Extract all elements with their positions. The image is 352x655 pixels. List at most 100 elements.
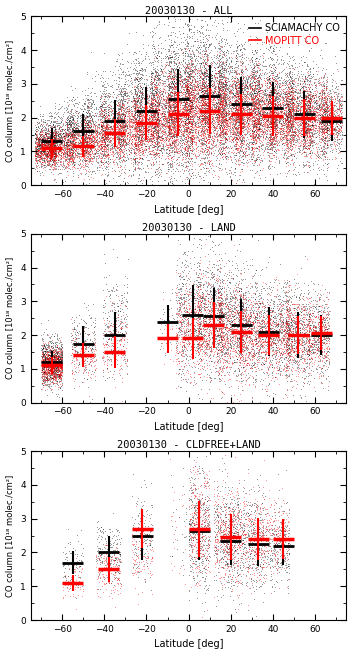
Point	[244, 140, 249, 151]
Point	[261, 305, 267, 315]
Point	[77, 107, 82, 117]
Point	[99, 133, 105, 143]
Point	[322, 352, 328, 362]
Point	[148, 116, 154, 126]
Point	[247, 111, 253, 122]
Point	[280, 87, 285, 98]
Point	[153, 136, 159, 146]
Point	[268, 121, 274, 131]
Point	[48, 141, 54, 152]
Point	[87, 121, 93, 131]
Point	[53, 350, 58, 360]
Point	[219, 108, 224, 119]
Point	[215, 264, 221, 274]
Point	[84, 100, 90, 111]
Point	[301, 321, 306, 331]
Point	[117, 335, 123, 345]
Point	[215, 354, 220, 364]
Point	[166, 122, 171, 132]
Point	[189, 123, 194, 134]
Point	[318, 318, 324, 328]
Point	[125, 117, 130, 127]
Point	[252, 547, 258, 557]
Point	[170, 88, 176, 98]
Point	[197, 277, 202, 288]
Point	[271, 72, 277, 83]
Point	[259, 81, 264, 91]
Point	[40, 348, 46, 359]
Point	[73, 353, 78, 364]
Point	[267, 45, 272, 56]
Point	[211, 166, 216, 176]
Point	[217, 305, 223, 315]
Point	[208, 45, 213, 55]
Point	[71, 128, 77, 139]
Point	[257, 141, 262, 152]
Point	[184, 104, 190, 115]
Point	[143, 506, 149, 516]
Point	[270, 106, 276, 117]
Point	[260, 119, 266, 129]
Point	[229, 129, 234, 140]
Point	[268, 305, 274, 315]
Point	[108, 103, 114, 114]
Point	[302, 328, 307, 339]
Point	[305, 280, 311, 290]
Point	[176, 367, 182, 378]
Point	[100, 119, 106, 130]
Point	[279, 544, 284, 554]
Point	[319, 86, 325, 97]
Point	[258, 540, 264, 550]
Point	[108, 578, 114, 589]
Point	[305, 96, 311, 106]
Point	[168, 27, 174, 37]
Point	[279, 109, 285, 120]
Point	[218, 315, 224, 326]
Point	[233, 84, 238, 95]
Point	[81, 155, 87, 165]
Point	[211, 339, 217, 350]
Point	[327, 358, 332, 368]
Point	[236, 145, 241, 156]
Point	[217, 70, 223, 81]
Point	[74, 147, 79, 157]
Point	[67, 136, 73, 146]
Point	[252, 311, 258, 322]
Point	[258, 79, 263, 89]
Point	[153, 103, 158, 114]
Point	[132, 84, 138, 95]
Point	[163, 180, 169, 191]
Point	[233, 81, 238, 91]
Point	[223, 540, 228, 551]
Point	[162, 141, 168, 151]
Point	[313, 364, 319, 374]
Point	[56, 122, 62, 133]
Point	[207, 330, 212, 341]
Point	[114, 329, 120, 340]
Point	[106, 122, 112, 132]
Point	[113, 290, 119, 300]
Point	[251, 348, 257, 359]
Point	[201, 324, 207, 335]
Point	[239, 300, 244, 310]
Point	[115, 101, 121, 111]
Point	[272, 326, 277, 336]
Point	[182, 119, 188, 129]
Point	[270, 132, 276, 142]
Point	[208, 320, 214, 331]
Point	[219, 365, 225, 375]
Point	[319, 92, 325, 103]
Point	[198, 331, 203, 341]
Point	[249, 343, 254, 354]
Point	[52, 129, 58, 140]
Point	[328, 127, 334, 138]
Point	[215, 512, 221, 523]
Point	[287, 331, 292, 341]
Point	[248, 67, 254, 78]
Point	[205, 96, 211, 107]
Point	[186, 72, 191, 83]
Point	[147, 566, 153, 576]
Point	[242, 81, 247, 92]
Point	[283, 366, 289, 377]
Point	[168, 122, 173, 133]
